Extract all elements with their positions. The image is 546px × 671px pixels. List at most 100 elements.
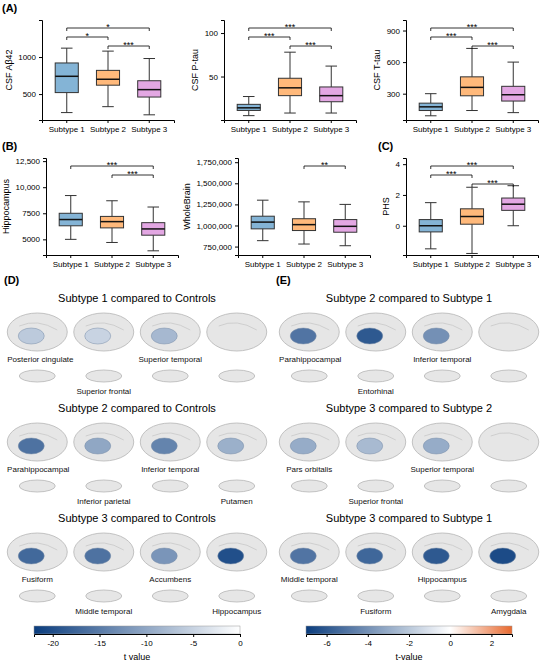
brain-views [279, 313, 539, 382]
colorbar-axis-tick-label: -5 [190, 639, 198, 648]
x-axis-tick-mark [70, 255, 71, 258]
hemisphere [140, 423, 200, 461]
box [59, 196, 82, 240]
y-axis-tick: 1000 [18, 53, 42, 62]
x-axis-tick-label: Subtype 1 [245, 260, 282, 269]
whisker-cap [106, 242, 118, 243]
x-axis-tick-mark [430, 120, 431, 123]
median [55, 76, 78, 78]
whisker-cap [65, 195, 77, 196]
y-axis-tick-label: 1,250,000 [196, 200, 232, 209]
x-axis-tick-mark [331, 120, 332, 123]
x-axis-tick-label: Subtype 1 [49, 125, 86, 134]
significance-label: *** [467, 22, 478, 32]
x-axis-tick-mark [304, 255, 305, 258]
whisker [108, 51, 109, 70]
y-axis-tick: 2 [396, 191, 406, 200]
whisker-cap [466, 110, 478, 111]
colorbar-axis-tick-label: -15 [94, 639, 106, 648]
whisker-cap [143, 114, 155, 115]
y-axis-tick-label: 10,000 [16, 183, 41, 192]
significance-label: *** [487, 178, 498, 188]
y-axis-tick: 1,000,000 [196, 222, 238, 231]
whisker [290, 52, 291, 78]
hemisphere [279, 533, 339, 571]
colorbar-title: t value [124, 652, 151, 662]
colorbar-axis-tick: 0 [448, 634, 453, 648]
whisker-cap [298, 244, 310, 245]
subcortical-view [219, 370, 255, 382]
region-label: Amygdala [491, 607, 527, 616]
whisker [430, 94, 431, 103]
region-label: Hippocampus [212, 607, 261, 616]
brain-panel: Subtype 1 compared to ControlsPosterior … [7, 292, 267, 662]
region-marks [290, 548, 516, 564]
y-axis: 024 [396, 159, 407, 256]
colorbar-axis-tick-mark [327, 634, 328, 637]
subcortical-view [19, 590, 55, 602]
box-body [334, 220, 357, 233]
region-label: Superior frontal [76, 387, 131, 396]
whisker-cap [466, 253, 478, 254]
box-body [142, 223, 165, 236]
subcortical-view [86, 370, 122, 382]
panel-label: (A) [2, 2, 18, 14]
panel-label: (B) [2, 140, 18, 152]
y-axis-tick-mark [43, 213, 46, 214]
whisker-cap [425, 115, 437, 116]
region [423, 328, 449, 344]
colorbar-axis-tick: 2 [490, 634, 495, 648]
region-label: Superior temporal [410, 465, 474, 474]
y-axis-title: PHS [381, 197, 391, 216]
region-label: Posterior cingulate [7, 355, 74, 364]
box-body [55, 63, 78, 93]
x-axis-tick: Subtype 3 [495, 255, 532, 269]
whisker-cap [147, 250, 159, 251]
y-axis-tick-mark [403, 226, 406, 227]
whisker [112, 201, 113, 217]
hemisphere [207, 533, 267, 571]
significance-label: *** [446, 31, 457, 41]
brain-title: Subtype 3 compared to Controls [58, 512, 216, 524]
y-axis-line [403, 159, 407, 256]
whisker-cap [102, 51, 114, 52]
y-axis-tick: 0 [396, 222, 406, 231]
whisker [108, 85, 109, 106]
subcortical-view [86, 480, 122, 492]
region [151, 328, 177, 344]
y-axis-line [235, 159, 239, 256]
brain-title: Subtype 3 compared to Subtype 2 [326, 402, 492, 414]
median [278, 87, 301, 89]
colorbar-axis-tick-mark [409, 634, 410, 637]
subcortical-view [424, 480, 460, 492]
colorbar-axis-tick-mark [53, 634, 54, 637]
region-marks [18, 328, 177, 344]
subcortical-view [491, 590, 527, 602]
subcortical-view [424, 370, 460, 382]
colorbar-axis-tick-label: -10 [141, 639, 153, 648]
x-axis-tick-label: Subtype 3 [495, 125, 532, 134]
box-body [460, 77, 483, 96]
hemisphere [74, 533, 134, 571]
subcortical-view [152, 370, 188, 382]
region-label: Inferior temporal [141, 465, 199, 474]
region-label: Middle temporal [281, 575, 338, 584]
brain-views [7, 423, 267, 492]
x-axis-line [47, 256, 179, 259]
region-label: Pars orbitalis [286, 465, 332, 474]
y-axis-title: CSF P-tau [190, 49, 200, 91]
region [85, 328, 111, 344]
significance-label: ** [321, 160, 329, 170]
median [460, 216, 483, 218]
subcortical-view [19, 370, 55, 382]
box [55, 48, 78, 112]
y-axis-tick-label: 1,750,000 [196, 158, 232, 167]
median [502, 94, 525, 96]
colorbar-axis-tick: -20 [47, 634, 59, 648]
box [96, 51, 119, 107]
whisker [153, 207, 154, 223]
subcortical-view [152, 480, 188, 492]
significance-label: *** [487, 40, 498, 50]
y-axis: 5001000 [18, 21, 42, 121]
colorbar-axis-tick: 0 [238, 634, 243, 648]
